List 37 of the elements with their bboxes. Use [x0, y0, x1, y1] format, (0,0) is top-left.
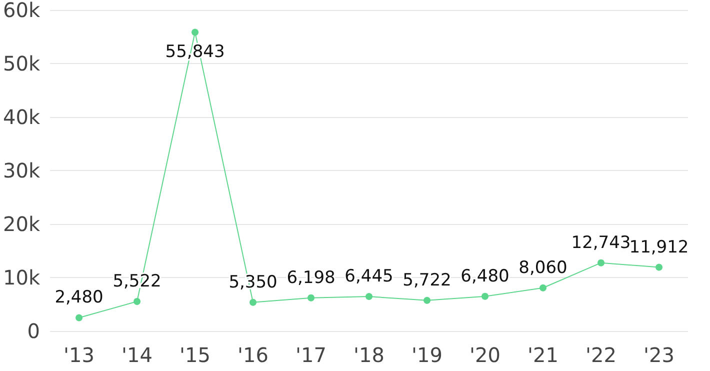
- x-tick-label: '15: [180, 343, 210, 367]
- data-label: 2,480: [54, 288, 104, 308]
- x-tick-label: '17: [296, 343, 326, 367]
- y-tick-label: 0: [27, 319, 40, 343]
- data-label: 5,722: [402, 270, 452, 290]
- x-tick-label: '16: [238, 343, 268, 367]
- y-tick-label: 20k: [3, 212, 40, 236]
- x-tick-label: '14: [122, 343, 153, 367]
- y-tick-label: 60k: [3, 0, 40, 22]
- point: [598, 259, 605, 266]
- y-tick-label: 30k: [3, 158, 40, 182]
- x-tick-label: '21: [528, 343, 558, 367]
- point: [134, 298, 141, 305]
- x-tick-label: '20: [470, 343, 500, 367]
- point: [250, 298, 257, 306]
- point: [366, 293, 373, 300]
- point: [482, 292, 489, 300]
- x-tick-label: '23: [644, 343, 674, 367]
- point: [76, 314, 83, 322]
- y-tick-label: 10k: [3, 266, 40, 290]
- x-tick-label: '19: [412, 343, 442, 367]
- point: [308, 294, 315, 302]
- y-tick-label: 50k: [3, 52, 40, 76]
- data-label: 6,480: [460, 266, 510, 286]
- data-label: 6,198: [286, 268, 336, 288]
- point: [540, 284, 547, 292]
- y-tick-label: 40k: [3, 105, 40, 129]
- x-tick-label: '18: [354, 343, 384, 367]
- data-label: 11,912: [629, 237, 689, 258]
- x-tick-label: '22: [586, 343, 616, 367]
- point: [656, 264, 662, 271]
- data-label: 6,445: [344, 266, 394, 287]
- point: [424, 296, 431, 304]
- x-tick-label: '13: [64, 343, 95, 367]
- data-label: 12,743: [571, 232, 631, 253]
- data-label: 8,060: [518, 258, 568, 278]
- point: [192, 28, 199, 36]
